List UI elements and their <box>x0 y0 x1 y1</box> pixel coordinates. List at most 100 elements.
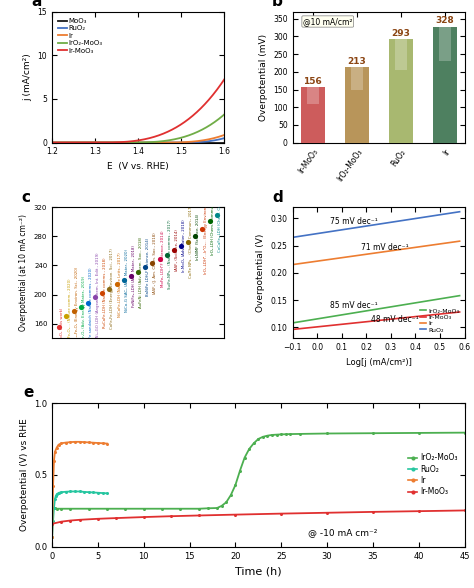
Ir-MoO₃ <box>60 139 66 146</box>
Text: IASF₂ (J. Am. Chem. Soc., 2018): IASF₂ (J. Am. Chem. Soc., 2018) <box>154 232 157 294</box>
Bar <box>307 88 319 104</box>
Text: FeNiFe₂-LDH (Adv. Mater., 2018): FeNiFe₂-LDH (Adv. Mater., 2018) <box>132 245 136 307</box>
MoO₃ <box>150 139 156 146</box>
MoO₃ <box>181 139 187 146</box>
Line: Ir-MoO₃: Ir-MoO₃ <box>52 76 226 142</box>
Text: CoCaFe₂-LDH (Chem. Commun., 2017): CoCaFe₂-LDH (Chem. Commun., 2017) <box>218 177 222 252</box>
IrO₂-MoO₃ <box>155 138 161 145</box>
Y-axis label: Overpotential (mV): Overpotential (mV) <box>259 34 268 121</box>
MoO₃ <box>199 139 205 146</box>
RuO₂ <box>155 139 161 146</box>
Text: Fe sandwich (Nature comms., 2020): Fe sandwich (Nature comms., 2020) <box>89 267 93 338</box>
RuO₂ <box>223 134 229 141</box>
Point <box>106 284 113 293</box>
Point <box>63 311 70 320</box>
Ir <box>49 139 55 146</box>
Text: Ru₁..₄CaFe₂O₃... (Nature comm., 2020): Ru₁..₄CaFe₂O₃... (Nature comm., 2020) <box>67 278 72 353</box>
Text: 71 mV dec⁻¹: 71 mV dec⁻¹ <box>361 243 409 252</box>
Text: IrLNIMF (Science, 2014): IrLNIMF (Science, 2014) <box>196 213 201 260</box>
Y-axis label: Overpotential (V) vs RHE: Overpotential (V) vs RHE <box>19 419 28 532</box>
Text: @ -10 mA cm⁻²: @ -10 mA cm⁻² <box>308 528 377 537</box>
Point <box>91 293 99 302</box>
Y-axis label: j (mA/cm²): j (mA/cm²) <box>23 54 32 101</box>
Point <box>99 288 106 298</box>
Ir <box>223 131 229 138</box>
Text: Ir-MoO₃ (Adv. Mater., 2018): Ir-MoO₃ (Adv. Mater., 2018) <box>182 219 186 272</box>
Text: 85 mV dec⁻¹: 85 mV dec⁻¹ <box>329 301 377 310</box>
Text: 75 mV dec⁻¹: 75 mV dec⁻¹ <box>329 217 377 226</box>
Bar <box>389 39 413 142</box>
Text: 293: 293 <box>391 29 410 38</box>
Text: MoFe₂ LDH²F (Science, 2014): MoFe₂ LDH²F (Science, 2014) <box>161 230 164 288</box>
Text: Fe/Ni₀₂GO LDH (Angew. Chem. Int. Edit., 2019): Fe/Ni₀₂GO LDH (Angew. Chem. Int. Edit., … <box>96 252 100 343</box>
Text: Ir₂O₃ (Adv. Energy Mater., 2019): Ir₂O₃ (Adv. Energy Mater., 2019) <box>82 276 86 338</box>
IrO₂-MoO₃ <box>160 138 166 145</box>
Text: @10 mA/cm²: @10 mA/cm² <box>303 17 353 26</box>
Ir-MoO₃ <box>181 119 187 126</box>
Text: Ir-MoO₃ (This work): Ir-MoO₃ (This work) <box>60 308 64 345</box>
Bar <box>301 88 325 142</box>
IrO₂-MoO₃ <box>199 126 205 133</box>
RuO₂ <box>199 138 205 145</box>
Text: 328: 328 <box>435 16 454 25</box>
IrO₂-MoO₃ <box>49 139 55 146</box>
Legend: IrO₂-MoO₃, RuO₂, Ir, Ir-MoO₃: IrO₂-MoO₃, RuO₂, Ir, Ir-MoO₃ <box>405 450 461 499</box>
Point <box>113 280 120 289</box>
Point <box>77 302 84 312</box>
IrO₂-MoO₃ <box>150 138 156 145</box>
Text: c: c <box>21 190 30 205</box>
MoO₃ <box>49 139 55 146</box>
Point <box>141 262 149 272</box>
Y-axis label: Overpotential (V): Overpotential (V) <box>256 233 265 312</box>
MoO₃ <box>160 139 166 146</box>
Point <box>84 298 92 308</box>
X-axis label: Time (h): Time (h) <box>235 566 282 576</box>
Bar <box>432 26 457 142</box>
Point <box>134 268 142 277</box>
Text: AuFeNi LDH (Adv. Chem. Soc., 2018): AuFeNi LDH (Adv. Chem. Soc., 2018) <box>139 236 143 308</box>
Point <box>177 241 185 250</box>
IrO₂-MoO₃ <box>181 133 187 141</box>
Text: d: d <box>272 190 283 205</box>
Line: Ir: Ir <box>52 134 226 142</box>
RuO₂ <box>150 139 156 146</box>
Text: a: a <box>31 0 42 9</box>
X-axis label: E  (V vs. RHE): E (V vs. RHE) <box>107 162 169 171</box>
Ir <box>160 139 166 146</box>
Bar <box>351 67 363 90</box>
Text: Ru₀.₉₂Co₀.₀₈Fe₂O₃ (Energy Environ. Sci., 2020): Ru₀.₉₂Co₀.₀₈Fe₂O₃ (Energy Environ. Sci.,… <box>75 266 79 355</box>
MoO₃ <box>223 139 229 146</box>
Legend: MoO₃, RuO₂, Ir, IrO₂-MoO₃, Ir-MoO₃: MoO₃, RuO₂, Ir, IrO₂-MoO₃, Ir-MoO₃ <box>55 15 106 56</box>
Bar <box>345 67 369 142</box>
Point <box>156 254 164 263</box>
RuO₂ <box>60 139 66 146</box>
Text: b: b <box>272 0 283 9</box>
Ir-MoO₃ <box>150 133 156 141</box>
Bar <box>438 26 451 61</box>
MoO₃ <box>155 139 161 146</box>
Ir-MoO₃ <box>155 132 161 139</box>
MoO₃ <box>60 139 66 146</box>
Text: 48 mV dec⁻¹: 48 mV dec⁻¹ <box>371 315 419 324</box>
Point <box>70 306 77 315</box>
Text: e: e <box>23 385 34 400</box>
Text: Co/Fe NPs... (Chem. Commun., 2017): Co/Fe NPs... (Chem. Commun., 2017) <box>189 205 193 278</box>
Text: 156: 156 <box>303 77 322 86</box>
RuO₂ <box>181 139 187 146</box>
Line: RuO₂: RuO₂ <box>52 138 226 142</box>
Ir-MoO₃ <box>49 139 55 146</box>
Point <box>170 246 178 255</box>
Point <box>163 250 171 259</box>
Ir <box>155 139 161 146</box>
Point <box>55 322 63 331</box>
Ir-MoO₃ <box>160 131 166 138</box>
Point <box>127 271 135 280</box>
Text: BaNiFe LDH₂F (Science, 2014): BaNiFe LDH₂F (Science, 2014) <box>146 238 150 296</box>
Point <box>199 225 206 234</box>
Text: CoFe₂Fe-LDH (Energy Environ. Sci., 2017): CoFe₂Fe-LDH (Energy Environ. Sci., 2017) <box>110 248 115 329</box>
Ir <box>199 137 205 144</box>
Text: lrO₂-LDH²...Ir²O₃... (Energy Environ. Sci., 2014): lrO₂-LDH²...Ir²O₃... (Energy Environ. Sc… <box>203 184 208 275</box>
Point <box>184 237 192 246</box>
Ir <box>181 139 187 146</box>
Y-axis label: Overpotential (at 10 mA cm⁻²): Overpotential (at 10 mA cm⁻²) <box>19 214 28 331</box>
